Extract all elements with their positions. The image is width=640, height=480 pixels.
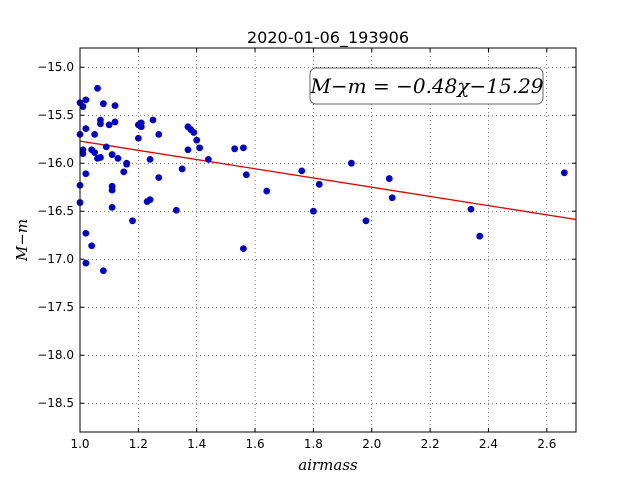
- fit-legend: M−m = −0.48χ−15.29: [309, 67, 544, 105]
- data-point: [123, 159, 131, 167]
- data-point: [315, 180, 323, 188]
- y-tick-label: −16.0: [37, 156, 74, 170]
- data-point: [82, 125, 90, 133]
- x-tick-label: 1.2: [129, 437, 148, 451]
- y-tick-label: −18.5: [37, 396, 74, 410]
- data-point: [146, 196, 154, 204]
- data-point: [94, 84, 101, 92]
- data-point: [91, 131, 98, 138]
- data-point: [178, 165, 186, 173]
- y-tick-label: −15.0: [37, 60, 74, 74]
- data-point: [560, 169, 568, 177]
- data-point: [97, 154, 104, 161]
- data-point: [155, 131, 163, 138]
- data-point: [108, 186, 116, 194]
- y-axis-label: M−m: [13, 219, 31, 262]
- fit-equation: M−m = −0.48χ−15.29: [309, 74, 543, 98]
- x-tick-label: 1.4: [187, 437, 206, 451]
- y-tick-label: −16.5: [37, 204, 74, 218]
- data-point: [105, 121, 113, 129]
- fit-line-group: [79, 140, 577, 221]
- data-point: [146, 155, 154, 163]
- data-point: [467, 205, 475, 213]
- data-point: [193, 136, 201, 144]
- x-tick-label: 2.4: [479, 437, 498, 451]
- data-point: [82, 229, 90, 237]
- y-tick-label: −17.0: [37, 252, 74, 266]
- plot-area: [80, 48, 576, 432]
- x-tick-label: 2.6: [537, 437, 556, 451]
- data-points: [76, 84, 568, 275]
- data-point: [184, 146, 192, 154]
- data-point: [190, 129, 198, 136]
- legend-box: [309, 67, 544, 105]
- data-point: [114, 155, 122, 162]
- data-point: [108, 151, 116, 158]
- data-point: [102, 143, 110, 151]
- data-point: [99, 267, 107, 275]
- data-point: [88, 242, 96, 250]
- data-point: [82, 259, 90, 267]
- y-tick-label: −17.5: [37, 300, 74, 314]
- data-point: [263, 187, 271, 195]
- y-tick-label: −15.5: [37, 108, 74, 122]
- data-point: [347, 159, 355, 167]
- data-point: [298, 167, 306, 175]
- data-point: [242, 171, 250, 179]
- data-point: [120, 168, 128, 176]
- axis-ticks: 1.0 1.2 1.4 1.6 1.8 2.0 2.2 2.4 2.6 −15.0 −15.5 −16…: [37, 48, 576, 451]
- data-point: [129, 217, 136, 225]
- data-point: [172, 206, 180, 214]
- data-point: [108, 203, 116, 211]
- x-axis-label: airmass: [298, 456, 358, 474]
- x-tick-label: 1.0: [70, 437, 89, 451]
- data-point: [111, 118, 119, 126]
- plot-frame: [79, 47, 577, 433]
- data-point: [97, 120, 104, 128]
- data-point: [362, 217, 370, 225]
- data-point: [204, 155, 212, 163]
- data-point: [196, 144, 204, 152]
- data-point: [91, 149, 98, 157]
- data-point: [79, 150, 87, 158]
- x-tick-label: 2.0: [362, 437, 381, 451]
- data-point: [137, 123, 145, 131]
- data-point: [476, 232, 484, 240]
- data-point: [388, 194, 396, 202]
- x-tick-label: 1.6: [246, 437, 265, 451]
- data-point: [82, 96, 90, 104]
- data-point: [99, 100, 107, 108]
- data-point: [310, 207, 317, 215]
- x-tick-label: 2.2: [421, 437, 440, 451]
- fit-line: [79, 140, 577, 221]
- data-point: [385, 175, 393, 182]
- data-point: [155, 174, 163, 182]
- data-point: [149, 116, 157, 124]
- data-point: [111, 102, 119, 109]
- data-point: [239, 144, 247, 152]
- chart-title: 2020-01-06_193906: [247, 28, 409, 48]
- y-tick-label: −18.0: [37, 348, 74, 362]
- grid: [80, 48, 576, 432]
- data-point: [239, 245, 247, 253]
- data-point: [134, 134, 142, 142]
- data-point: [79, 103, 87, 110]
- data-point: [82, 170, 90, 178]
- x-tick-label: 1.8: [304, 437, 323, 451]
- data-point: [231, 145, 239, 153]
